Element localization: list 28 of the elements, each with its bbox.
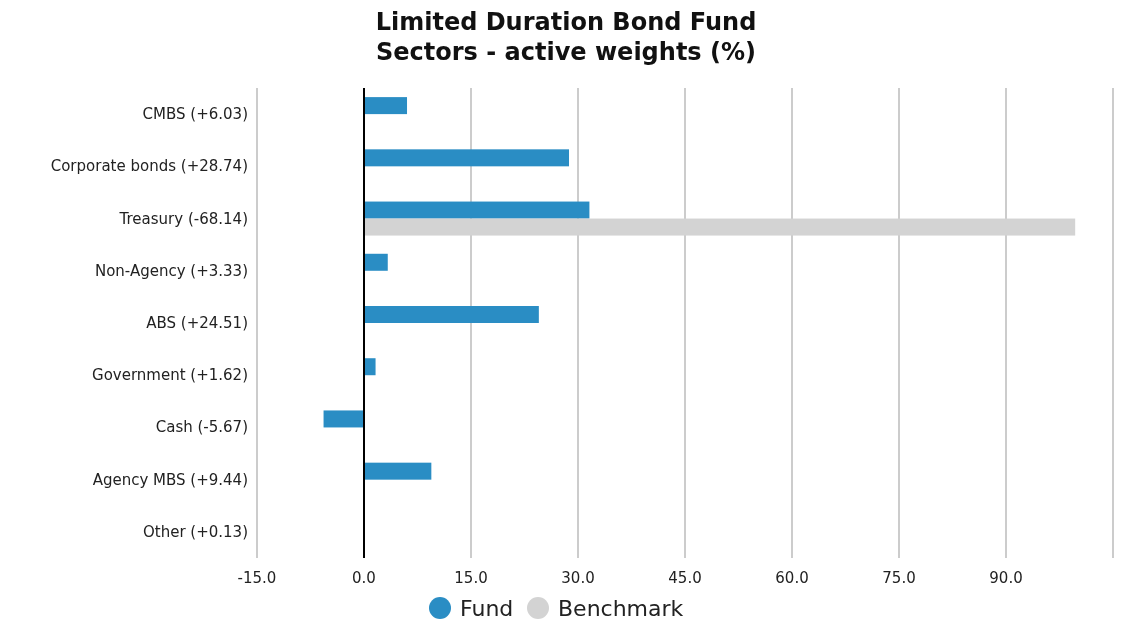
y-tick-label: Cash (-5.67) bbox=[155, 418, 248, 437]
chart-title: Limited Duration Bond Fund Sectors - active weights (%) bbox=[375, 8, 757, 66]
x-tick-label: 75.0 bbox=[882, 569, 916, 587]
y-tick-label: Other (+0.13) bbox=[142, 522, 248, 541]
y-tick-label: Government (+1.62) bbox=[92, 366, 248, 385]
legend-label: Fund bbox=[460, 596, 514, 621]
bar bbox=[323, 410, 364, 428]
y-tick-label: ABS (+24.51) bbox=[146, 314, 248, 332]
bar bbox=[364, 306, 539, 323]
x-tick-label: 30.0 bbox=[561, 569, 595, 587]
x-tick-label: -15.0 bbox=[237, 569, 277, 587]
y-tick-label: Treasury (-68.14) bbox=[118, 209, 248, 228]
x-tick-label: 45.0 bbox=[668, 569, 702, 587]
x-tick-label: 0.0 bbox=[352, 569, 376, 587]
bar bbox=[364, 201, 590, 219]
bar bbox=[364, 149, 570, 167]
bar bbox=[364, 462, 432, 480]
bar bbox=[364, 97, 408, 115]
y-tick-label: CMBS (+6.03) bbox=[142, 105, 248, 124]
y-tick-label: Corporate bonds (+28.74) bbox=[50, 157, 248, 176]
x-tick-label: 60.0 bbox=[775, 569, 809, 587]
y-tick-label: Agency MBS (+9.44) bbox=[92, 470, 248, 489]
bar bbox=[364, 358, 376, 376]
bar bbox=[364, 253, 388, 271]
y-tick-label: Non-Agency (+3.33) bbox=[94, 261, 248, 280]
x-tick-label: 15.0 bbox=[454, 569, 488, 587]
x-tick-label: 90.0 bbox=[989, 569, 1023, 587]
legend-label: Benchmark bbox=[558, 596, 684, 621]
